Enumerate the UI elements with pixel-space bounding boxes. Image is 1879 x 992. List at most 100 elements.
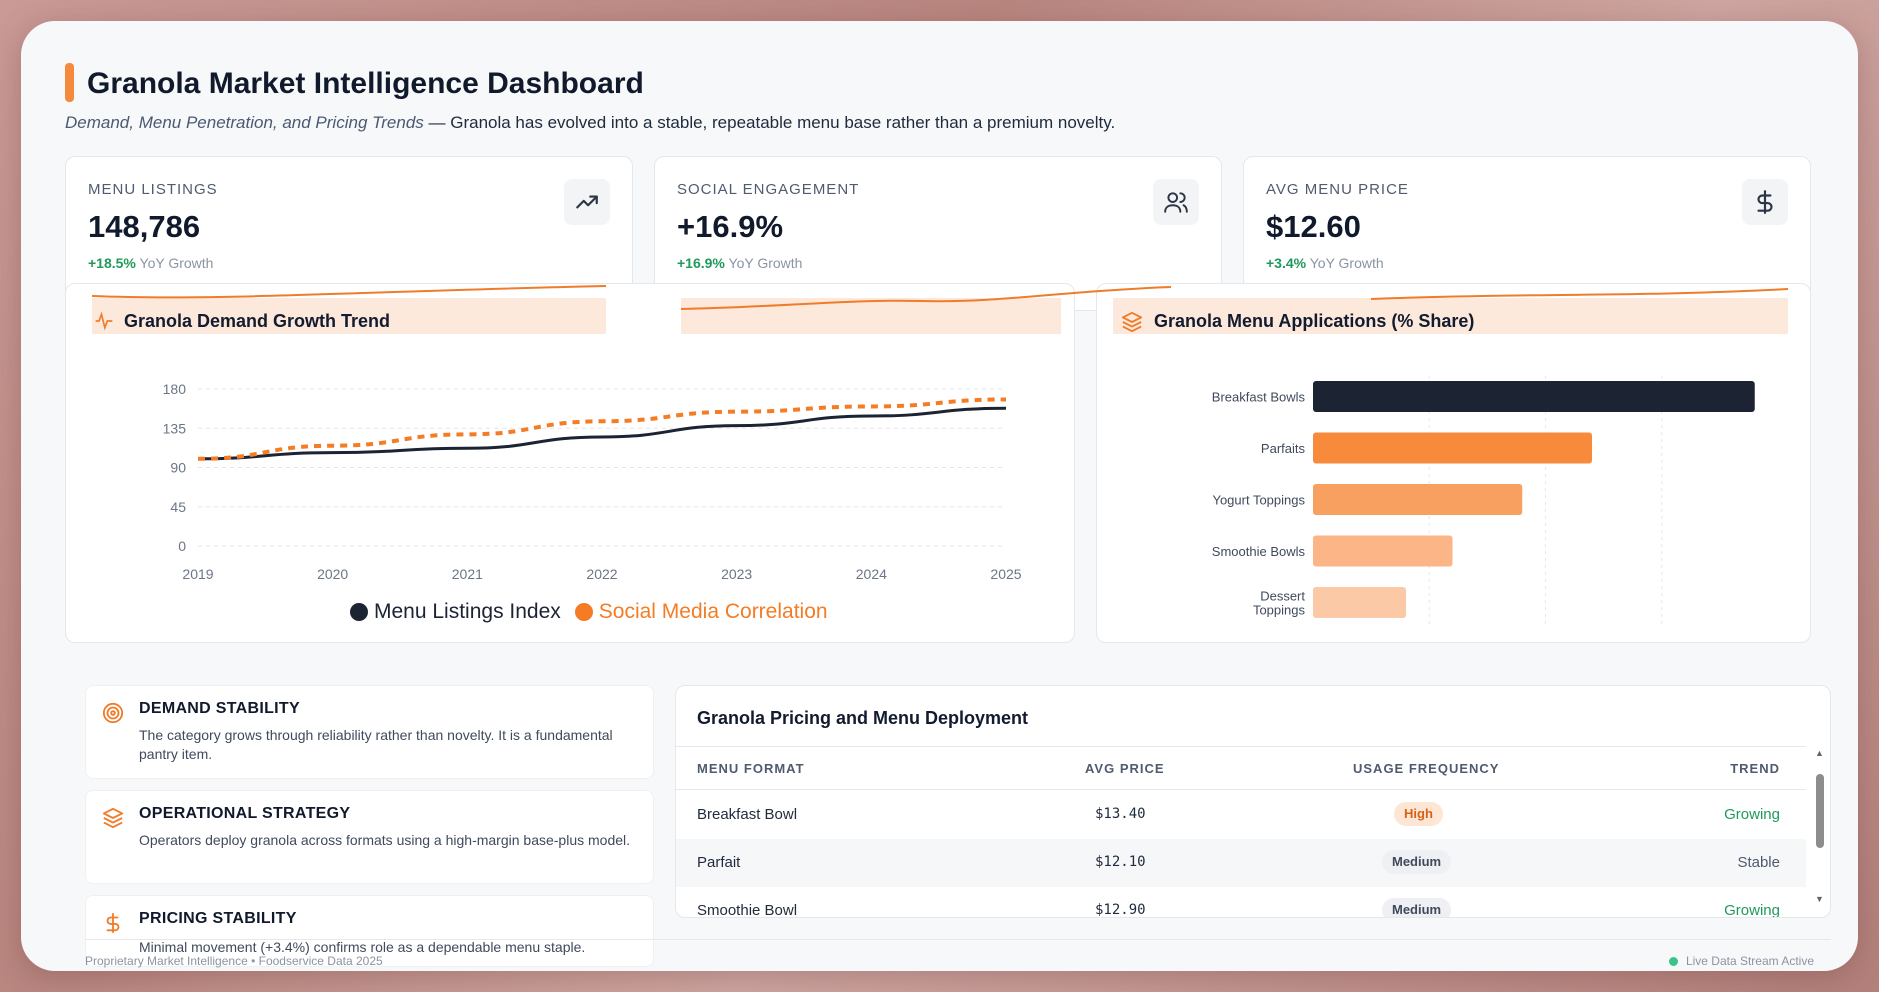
trending-up-icon bbox=[564, 179, 610, 225]
bar bbox=[1313, 535, 1453, 567]
kpi-growth: +18.5% YoY Growth bbox=[88, 255, 213, 271]
footer-divider bbox=[85, 939, 1831, 940]
column-header-menu-format[interactable]: MENU FORMAT bbox=[697, 761, 805, 776]
scroll-down-arrow-icon[interactable]: ▼ bbox=[1815, 894, 1824, 904]
category-label: Yogurt Toppings bbox=[1212, 493, 1305, 508]
insight-card-operational-strategy: OPERATIONAL STRATEGY Operators deploy gr… bbox=[85, 790, 654, 884]
kpi-growth-value: +16.9% bbox=[677, 255, 725, 271]
decorative-wave bbox=[91, 285, 1789, 310]
series-line-1 bbox=[197, 397, 1007, 461]
cell-trend: Growing bbox=[1724, 902, 1780, 918]
x-tick-label: 2025 bbox=[990, 566, 1021, 582]
usage-badge: High bbox=[1394, 802, 1443, 826]
cell-trend: Growing bbox=[1724, 806, 1780, 823]
cell-avg-price: $12.90 bbox=[1095, 902, 1146, 918]
column-header-trend[interactable]: TREND bbox=[1730, 761, 1780, 776]
cell-avg-price: $13.40 bbox=[1095, 806, 1146, 822]
table-row[interactable]: Parfait $12.10 Medium Stable bbox=[676, 839, 1806, 887]
x-tick-label: 2019 bbox=[182, 566, 213, 582]
subtitle-emphasis: Demand, Menu Penetration, and Pricing Tr… bbox=[65, 113, 424, 132]
cell-avg-price: $12.10 bbox=[1095, 854, 1146, 870]
x-tick-label: 2020 bbox=[317, 566, 348, 582]
target-icon bbox=[102, 702, 124, 730]
y-tick-label: 0 bbox=[178, 538, 186, 554]
legend-label: Menu Listings Index bbox=[374, 600, 561, 623]
kpi-growth: +3.4% YoY Growth bbox=[1266, 255, 1384, 271]
trend-chart-title: Granola Demand Growth Trend bbox=[124, 311, 391, 331]
page-title: Granola Market Intelligence Dashboard bbox=[87, 67, 644, 100]
demand-trend-chart: 0 45 90 135 180 2019 2020 2021 2022 2023 2024 2025 bbox=[163, 381, 1022, 582]
cell-menu-format: Parfait bbox=[697, 854, 741, 871]
footer-source: Proprietary Market Intelligence • Foodse… bbox=[85, 954, 383, 968]
bar bbox=[1313, 484, 1523, 515]
insight-card-demand-stability: DEMAND STABILITY The category grows thro… bbox=[85, 685, 654, 779]
table-row[interactable]: Smoothie Bowl $12.90 Medium Growing bbox=[676, 887, 1806, 918]
kpi-growth-suffix: YoY Growth bbox=[724, 255, 803, 271]
insight-text: Operators deploy granola across formats … bbox=[139, 832, 631, 848]
y-tick-label: 45 bbox=[170, 499, 186, 515]
insight-title: OPERATIONAL STRATEGY bbox=[139, 805, 351, 822]
category-label: Smoothie Bowls bbox=[1212, 544, 1306, 559]
kpi-label: MENU LISTINGS bbox=[88, 181, 218, 198]
kpi-label: AVG MENU PRICE bbox=[1266, 181, 1409, 198]
demand-trend-card bbox=[65, 283, 1075, 643]
insight-card-pricing-stability: PRICING STABILITY Minimal movement (+3.4… bbox=[85, 895, 654, 967]
category-label: Dessert bbox=[1260, 589, 1305, 604]
kpi-growth-value: +3.4% bbox=[1266, 255, 1307, 271]
kpi-growth: +16.9% YoY Growth bbox=[677, 255, 802, 271]
title-accent-bar bbox=[65, 63, 74, 102]
page-subtitle: Demand, Menu Penetration, and Pricing Tr… bbox=[65, 113, 1115, 133]
menu-applications-chart: Breakfast Bowls Parfaits Yogurt Toppings Sm… bbox=[1212, 376, 1755, 626]
kpi-growth-value: +18.5% bbox=[88, 255, 136, 271]
column-header-avg-price[interactable]: AVG PRICE bbox=[1085, 761, 1165, 776]
bar bbox=[1313, 381, 1755, 412]
usage-badge: Medium bbox=[1382, 898, 1452, 917]
kpi-value: +16.9% bbox=[677, 209, 784, 244]
y-tick-label: 135 bbox=[163, 420, 187, 436]
insight-text: The category grows through reliability r… bbox=[139, 727, 613, 762]
x-tick-label: 2022 bbox=[586, 566, 617, 582]
table-row[interactable]: Breakfast Bowl $13.40 High Growing bbox=[676, 791, 1806, 839]
pricing-table-card: Granola Pricing and Menu Deployment MENU… bbox=[675, 685, 1831, 918]
y-tick-label: 180 bbox=[163, 381, 187, 397]
subtitle-text: — Granola has evolved into a stable, rep… bbox=[423, 113, 1116, 132]
scroll-up-arrow-icon[interactable]: ▲ bbox=[1815, 748, 1824, 758]
kpi-growth-suffix: YoY Growth bbox=[1306, 255, 1384, 271]
cell-menu-format: Breakfast Bowl bbox=[697, 806, 798, 823]
x-tick-label: 2023 bbox=[721, 566, 752, 582]
legend-item-menu-listings[interactable]: Menu Listings Index bbox=[350, 600, 561, 624]
y-tick-label: 90 bbox=[170, 460, 186, 476]
category-label: Breakfast Bowls bbox=[1212, 390, 1306, 405]
series-line-0 bbox=[197, 406, 1007, 461]
dashboard-frame: Granola Market Intelligence Dashboard De… bbox=[21, 21, 1858, 971]
legend-swatch bbox=[574, 603, 593, 622]
kpi-growth-suffix: YoY Growth bbox=[135, 255, 214, 271]
layers-icon bbox=[102, 807, 124, 835]
dollar-icon bbox=[1742, 179, 1788, 225]
trend-header-strip bbox=[92, 298, 606, 334]
insight-text: Minimal movement (+3.4%) confirms role a… bbox=[139, 939, 586, 955]
x-tick-label: 2021 bbox=[452, 566, 483, 582]
live-status-dot bbox=[1668, 957, 1678, 967]
table-title: Granola Pricing and Menu Deployment bbox=[697, 708, 1029, 728]
x-tick-label: 2024 bbox=[856, 566, 887, 582]
scrollbar-thumb[interactable] bbox=[1816, 774, 1824, 848]
legend-label: Social Media Correlation bbox=[598, 600, 828, 623]
table-header-row: MENU FORMAT AVG PRICE USAGE FREQUENCY TR… bbox=[676, 746, 1806, 790]
legend-item-social-correlation[interactable]: Social Media Correlation bbox=[574, 600, 828, 624]
applications-header-strip bbox=[1113, 298, 1788, 334]
insight-title: DEMAND STABILITY bbox=[139, 700, 300, 717]
applications-chart-title: Granola Menu Applications (% Share) bbox=[1154, 311, 1475, 331]
trend-chart-legend: Menu Listings Index Social Media Correla… bbox=[350, 600, 828, 624]
cell-trend: Stable bbox=[1737, 854, 1780, 871]
bar bbox=[1313, 587, 1406, 618]
kpi-value: $12.60 bbox=[1266, 209, 1361, 244]
column-header-usage-frequency[interactable]: USAGE FREQUENCY bbox=[1353, 761, 1500, 776]
usage-badge: Medium bbox=[1382, 850, 1452, 874]
live-status: Live Data Stream Active bbox=[1668, 954, 1814, 968]
insight-title: PRICING STABILITY bbox=[139, 910, 297, 927]
category-label: Parfaits bbox=[1261, 441, 1306, 456]
layers-icon bbox=[1121, 311, 1143, 338]
table-scrollbar[interactable]: ▲ ▼ bbox=[1815, 748, 1825, 906]
bar bbox=[1313, 432, 1592, 464]
